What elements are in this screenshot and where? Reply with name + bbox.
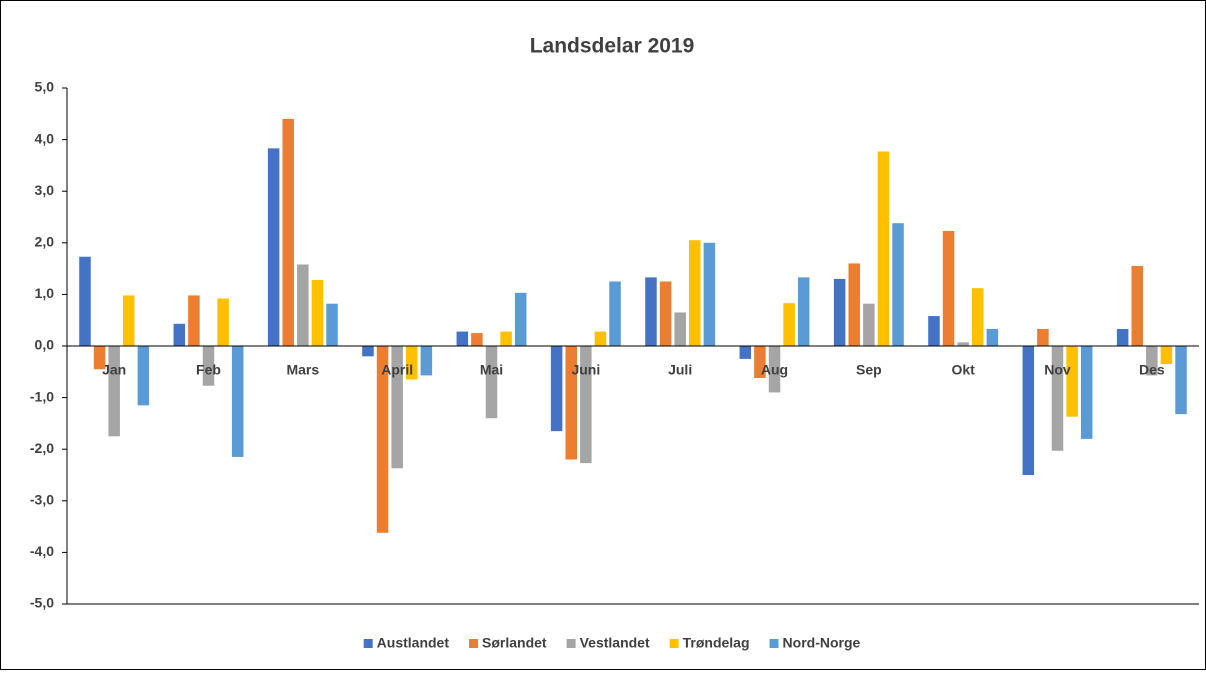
bar [1131,266,1143,346]
bar [173,323,186,346]
chart-title: Landsdelar 2019 [530,35,695,58]
bar [659,281,672,346]
bar [739,346,752,359]
bar [93,346,106,370]
legend-swatch [566,639,576,648]
bar [833,278,846,346]
y-tick-label: 5,0 [35,79,55,95]
bar [797,277,810,346]
bar [188,295,200,346]
bar [972,288,984,346]
bar [609,281,621,346]
bar [928,316,940,346]
bar [580,346,592,464]
x-tick-label: Okt [951,362,975,378]
bar [783,303,795,346]
bar [986,328,999,346]
legend-swatch [669,639,679,648]
bar [108,346,120,437]
y-tick-label: 2,0 [35,234,55,250]
legend-label: Trøndelag [683,635,750,651]
y-tick-label: 4,0 [35,130,55,146]
bar [645,277,657,346]
bar [362,346,374,357]
y-tick-label: 1,0 [35,285,55,301]
x-tick-label: Sep [856,362,882,378]
bar [79,256,91,346]
legend-label: Vestlandet [580,635,650,651]
legend-swatch [363,639,373,648]
x-tick-label: Mars [286,362,319,378]
y-tick-label: -5,0 [30,595,54,611]
bar [391,346,403,469]
bar [754,346,766,378]
bar [267,148,280,346]
bar [848,263,860,346]
bar [1037,328,1049,346]
bar [1066,346,1078,417]
bar [485,346,498,419]
x-tick-label: Des [1139,362,1165,378]
x-tick-label: Juni [571,362,600,378]
legend-label: Sørlandet [482,635,547,651]
bar [1022,346,1035,475]
x-tick-label: Jan [102,362,126,378]
y-tick-label: -3,0 [30,492,54,508]
bar [689,240,701,346]
legend-label: Nord-Norge [783,635,861,651]
bar [297,264,309,346]
bar [311,279,324,346]
bar [1146,346,1158,376]
bar [863,303,875,346]
y-tick-label: 0,0 [35,337,55,353]
bar [217,298,229,346]
bar [1175,346,1187,415]
bar [282,118,294,347]
bar [703,242,716,346]
x-tick-label: Nov [1044,362,1071,378]
bar [420,346,433,376]
bar [123,295,135,346]
bar [957,342,969,346]
bar [1051,346,1064,451]
x-tick-label: Mai [480,362,503,378]
y-tick-label: -2,0 [30,440,54,456]
bar [877,151,890,346]
bar [768,346,781,393]
bar [514,292,527,346]
bar [942,230,955,346]
y-tick-label: -1,0 [30,388,54,404]
bar [406,346,418,380]
bar [456,331,469,346]
bar [500,331,512,346]
bar [202,346,215,386]
bar [565,346,577,460]
legend-swatch [769,639,779,648]
bar [550,346,563,432]
bar [892,223,904,346]
x-tick-label: April [381,362,413,378]
y-tick-label: 3,0 [35,182,55,198]
x-tick-label: Feb [196,362,221,378]
bar [594,331,607,346]
x-tick-label: Juli [668,362,692,378]
bar [471,333,483,346]
bar [1080,346,1093,439]
x-tick-label: Aug [761,362,788,378]
legend-swatch [469,639,479,648]
legend-label: Austlandet [377,635,450,651]
y-tick-label: -4,0 [30,543,54,559]
bar [376,346,389,533]
bar [137,346,150,406]
bar [231,346,244,457]
bar [326,303,338,346]
bar [1116,328,1129,346]
bar [674,312,686,346]
bar [1160,346,1173,365]
